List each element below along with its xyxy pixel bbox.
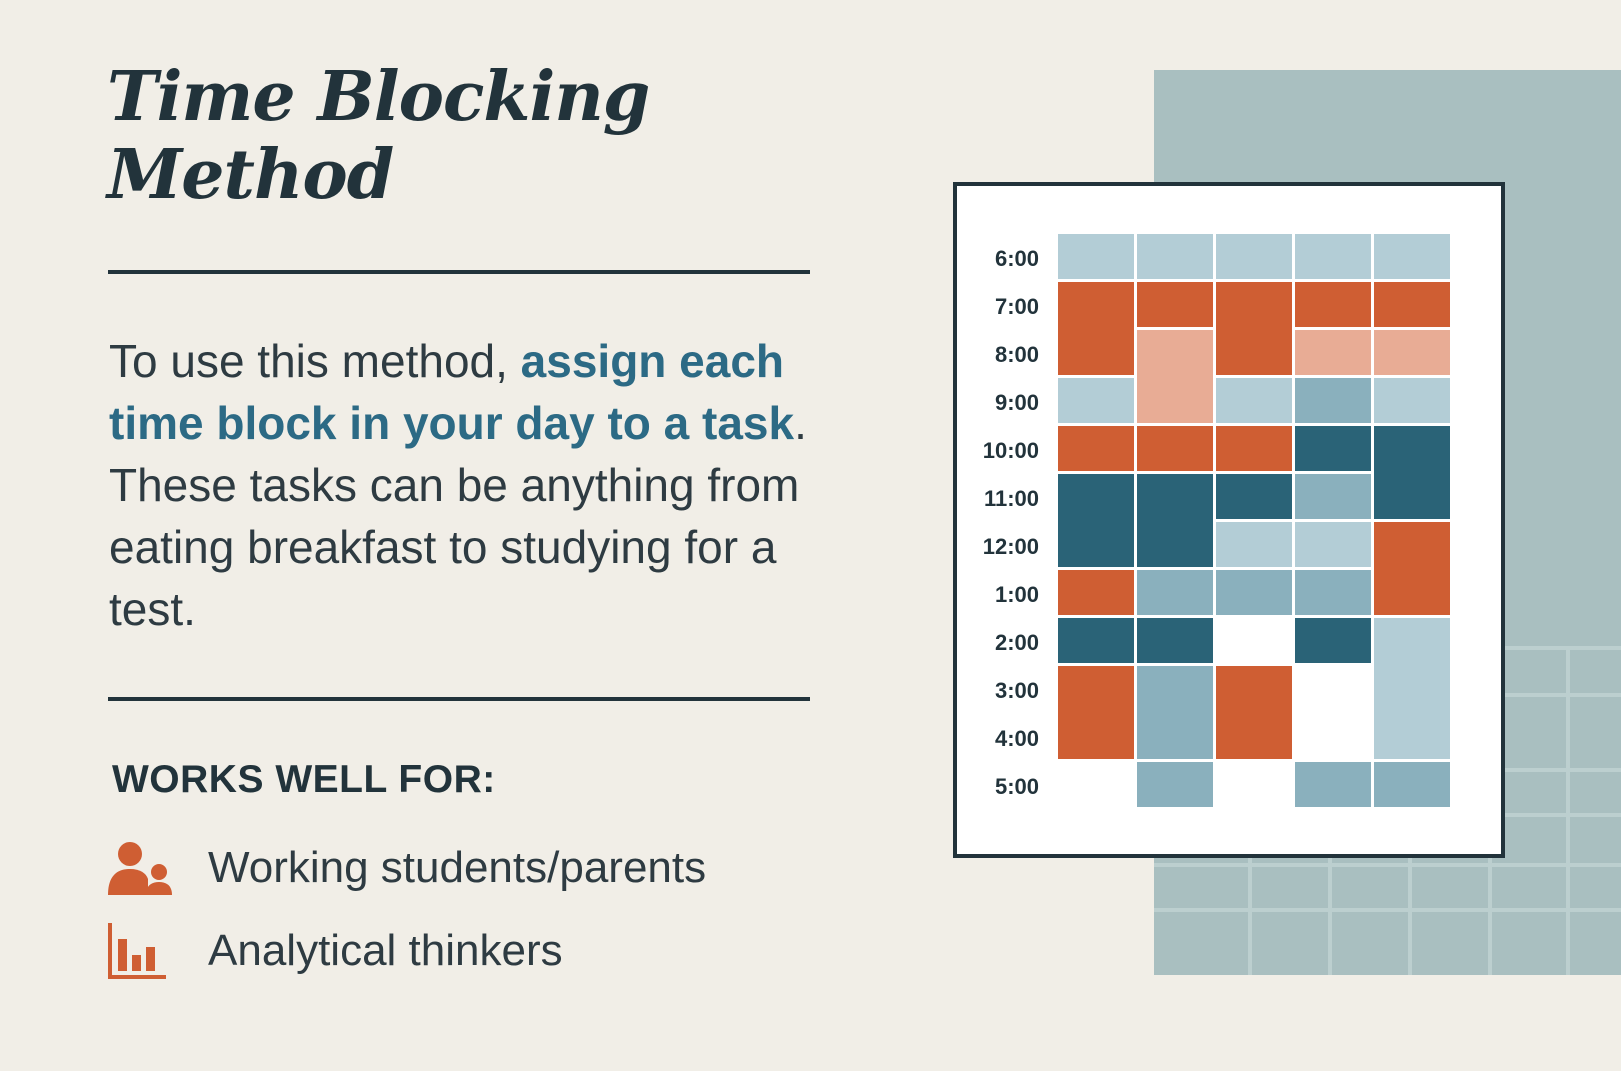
time-block xyxy=(1295,378,1371,423)
time-label: 2:00 xyxy=(995,630,1039,655)
time-block xyxy=(1216,378,1292,423)
time-block xyxy=(1216,666,1292,759)
time-block xyxy=(1295,522,1371,567)
time-block xyxy=(1137,282,1213,327)
time-block xyxy=(1058,426,1134,471)
time-block xyxy=(1374,282,1450,327)
time-block xyxy=(1058,666,1134,759)
time-block xyxy=(1216,522,1292,567)
time-block xyxy=(1216,474,1292,519)
time-block xyxy=(1216,570,1292,615)
time-block xyxy=(1374,762,1450,807)
people-icon xyxy=(108,838,174,898)
time-block xyxy=(1374,330,1450,375)
schedule-grid: 6:00 7:00 8:00 9:00 10:00 11:00 12:00 1:00 2:00 3… xyxy=(983,234,1450,807)
method-description: To use this method, assign each time blo… xyxy=(109,330,829,640)
time-block-calendar: 6:00 7:00 8:00 9:00 10:00 11:00 12:00 1:00 2:00 3… xyxy=(953,182,1505,858)
time-block xyxy=(1058,234,1134,279)
time-label: 3:00 xyxy=(995,678,1039,703)
works-well-for-item-analytical-thinkers: Analytical thinkers xyxy=(108,921,563,981)
title-line-2: Method xyxy=(107,135,394,215)
time-block xyxy=(1137,426,1213,471)
time-block xyxy=(1137,666,1213,759)
time-block xyxy=(1058,378,1134,423)
time-block xyxy=(1137,234,1213,279)
time-block xyxy=(1058,570,1134,615)
time-label: 8:00 xyxy=(995,342,1039,367)
time-block xyxy=(1374,378,1450,423)
time-block xyxy=(1137,474,1213,567)
time-block xyxy=(1374,618,1450,759)
time-block xyxy=(1216,282,1292,375)
time-block xyxy=(1295,762,1371,807)
time-label: 12:00 xyxy=(983,534,1039,559)
time-block xyxy=(1295,474,1371,519)
works-well-for-label: Working students/parents xyxy=(208,843,707,892)
time-block xyxy=(1374,234,1450,279)
time-block xyxy=(1295,234,1371,279)
time-block xyxy=(1295,426,1371,471)
works-well-for-item-working-students: Working students/parents xyxy=(108,838,706,898)
time-block xyxy=(1374,426,1450,519)
time-block xyxy=(1058,474,1134,567)
works-well-for-heading: WORKS WELL FOR: xyxy=(112,758,496,801)
time-block xyxy=(1058,282,1134,375)
time-label: 1:00 xyxy=(995,582,1039,607)
time-label: 6:00 xyxy=(995,246,1039,271)
time-block xyxy=(1058,618,1134,663)
time-block xyxy=(1137,570,1213,615)
page-title: Time Blocking Method xyxy=(107,57,650,215)
time-block xyxy=(1295,330,1371,375)
time-block xyxy=(1374,522,1450,615)
description-highlight: assign each time block in your day to a … xyxy=(109,335,795,449)
time-block xyxy=(1295,618,1371,663)
time-block xyxy=(1295,282,1371,327)
description-rest: . These tasks can be anything from eatin… xyxy=(109,397,807,635)
time-label: 11:00 xyxy=(984,486,1039,511)
time-block xyxy=(1216,234,1292,279)
time-block xyxy=(1216,426,1292,471)
time-block xyxy=(1295,570,1371,615)
time-label: 9:00 xyxy=(995,390,1039,415)
title-line-1: Time Blocking xyxy=(107,57,650,137)
time-label: 4:00 xyxy=(995,726,1039,751)
time-block xyxy=(1137,330,1213,423)
divider-top xyxy=(108,270,810,274)
time-label: 10:00 xyxy=(983,438,1039,463)
description-intro: To use this method, xyxy=(109,335,521,387)
time-block xyxy=(1137,762,1213,807)
works-well-for-label: Analytical thinkers xyxy=(208,926,563,975)
divider-bottom xyxy=(108,697,810,701)
bar-chart-icon xyxy=(108,921,174,981)
time-block xyxy=(1137,618,1213,663)
time-label: 7:00 xyxy=(995,294,1039,319)
time-label: 5:00 xyxy=(995,774,1039,799)
